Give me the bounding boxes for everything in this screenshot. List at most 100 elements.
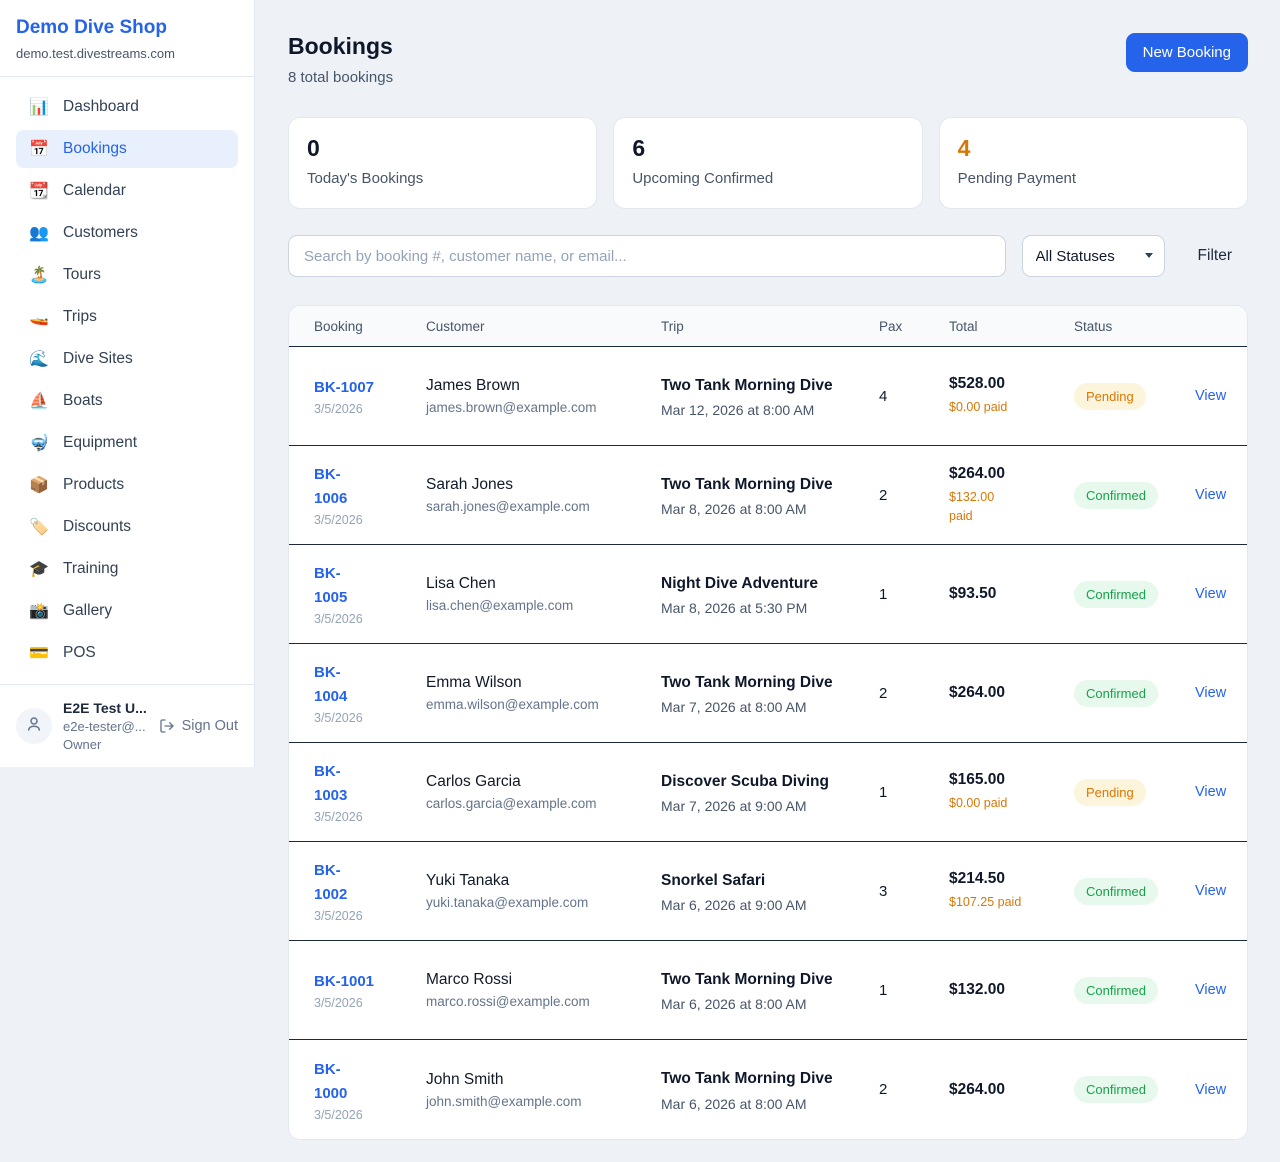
booking-id-link[interactable]: BK- 1005 xyxy=(314,565,348,606)
customer-name: Sarah Jones xyxy=(426,476,514,493)
products-icon: 📦 xyxy=(29,477,49,494)
sidebar-item-tours[interactable]: 🏝️ Tours xyxy=(29,266,101,284)
new-booking-button[interactable]: New Booking xyxy=(1125,33,1248,72)
stat-card-pending-payment: 4 Pending Payment xyxy=(938,117,1248,209)
table-row: BK- 1003 3/5/2026 Carlos Garcia carlos.g… xyxy=(289,743,1247,842)
total-amount: $264.00 xyxy=(949,1080,1006,1098)
avatar xyxy=(16,708,52,744)
bookings-table: Booking Customer Trip Pax Total Status B… xyxy=(288,305,1248,1140)
view-link[interactable]: View xyxy=(1195,883,1227,899)
paid-amount: $0.00 paid xyxy=(949,796,1008,811)
customer-name: Marco Rossi xyxy=(426,971,513,988)
sidebar-item-dive-sites[interactable]: 🌊 Dive Sites xyxy=(29,350,133,368)
equipment-icon: 🤿 xyxy=(29,435,49,452)
sidebar-item-equipment[interactable]: 🤿 Equipment xyxy=(29,434,138,452)
paid-amount: $107.25 paid xyxy=(949,895,1022,910)
table-row: BK- 1002 3/5/2026 Yuki Tanaka yuki.tanak… xyxy=(289,842,1247,941)
table-row: BK-1001 3/5/2026 Marco Rossi marco.rossi… xyxy=(289,941,1247,1040)
column-header-actions xyxy=(1195,306,1247,346)
view-link[interactable]: View xyxy=(1195,586,1227,602)
brand-header: Demo Dive Shop demo.test.divestreams.com xyxy=(0,0,254,77)
pax-count: 1 xyxy=(879,783,888,801)
view-link[interactable]: View xyxy=(1195,982,1227,998)
table-body: BK-1007 3/5/2026 James Brown james.brown… xyxy=(289,347,1247,1139)
sidebar-item-training[interactable]: 🎓 Training xyxy=(29,560,119,578)
table-row: BK-1007 3/5/2026 James Brown james.brown… xyxy=(289,347,1247,446)
sidebar-item-discounts[interactable]: 🏷️ Discounts xyxy=(29,518,132,536)
filter-button[interactable]: Filter xyxy=(1197,247,1232,264)
view-link[interactable]: View xyxy=(1195,388,1227,404)
user-name: E2E Test U... xyxy=(63,700,147,716)
sidebar-item-calendar[interactable]: 📆 Calendar xyxy=(29,182,126,200)
sidebar-item-trips[interactable]: 🚤 Trips xyxy=(29,308,97,326)
customers-icon: 👥 xyxy=(29,225,49,242)
trip-name: Discover Scuba Diving xyxy=(661,772,829,790)
column-header-total: Total xyxy=(949,319,978,334)
user-info: E2E Test U... e2e-tester@... Owner xyxy=(63,700,148,752)
sidebar-item-pos[interactable]: 💳 POS xyxy=(29,644,96,662)
booking-id-link[interactable]: BK- 1004 xyxy=(314,664,348,705)
sidebar-item-products[interactable]: 📦 Products xyxy=(29,476,125,494)
total-amount: $264.00 xyxy=(949,684,1006,701)
pax-count: 2 xyxy=(879,486,888,504)
booking-date: 3/5/2026 xyxy=(314,909,363,923)
customer-email: marco.rossi@example.com xyxy=(426,994,590,1009)
booking-date: 3/5/2026 xyxy=(314,711,363,725)
column-header-booking: Booking xyxy=(314,319,363,334)
view-link[interactable]: View xyxy=(1195,685,1227,701)
view-link[interactable]: View xyxy=(1195,784,1227,800)
stat-label: Today's Bookings xyxy=(307,170,424,187)
dive-sites-icon: 🌊 xyxy=(29,351,49,368)
booking-id-link[interactable]: BK- 1002 xyxy=(314,862,348,903)
customer-name: John Smith xyxy=(426,1070,504,1088)
booking-id-link[interactable]: BK- 1006 xyxy=(314,466,348,507)
sidebar-item-boats[interactable]: ⛵ Boats xyxy=(29,392,103,410)
trip-name: Two Tank Morning Dive xyxy=(661,1070,833,1088)
customer-name: Lisa Chen xyxy=(426,575,496,592)
stat-label: Pending Payment xyxy=(957,170,1077,187)
status-badge: Confirmed xyxy=(1074,877,1158,905)
stat-value: 4 xyxy=(957,135,971,161)
status-filter-wrap: All Statuses xyxy=(1021,235,1165,277)
filter-row: All Statuses Filter xyxy=(288,235,1248,277)
status-badge: Confirmed xyxy=(1074,580,1158,608)
status-badge: Pending xyxy=(1074,778,1146,806)
booking-date: 3/5/2026 xyxy=(314,402,363,416)
sidebar-item-gallery[interactable]: 📸 Gallery xyxy=(29,602,113,620)
booking-date: 3/5/2026 xyxy=(314,996,363,1010)
booking-id-link[interactable]: BK- 1000 xyxy=(314,1060,348,1102)
pax-count: 2 xyxy=(879,684,888,702)
status-badge: Confirmed xyxy=(1074,679,1158,707)
booking-date: 3/5/2026 xyxy=(314,1107,363,1122)
booking-id-link[interactable]: BK- 1003 xyxy=(314,763,348,804)
stat-label: Upcoming Confirmed xyxy=(632,170,774,187)
column-header-status: Status xyxy=(1074,319,1113,334)
trip-datetime: Mar 7, 2026 at 8:00 AM xyxy=(661,699,807,715)
search-input[interactable] xyxy=(288,235,1006,277)
sidebar-item-customers[interactable]: 👥 Customers xyxy=(29,224,138,242)
sidebar-item-dashboard[interactable]: 📊 Dashboard xyxy=(29,98,139,116)
sidebar-item-bookings[interactable]: 📅 Bookings xyxy=(16,130,238,168)
boats-icon: ⛵ xyxy=(29,393,49,410)
booking-id-link[interactable]: BK-1007 xyxy=(314,379,375,396)
table-row: BK- 1004 3/5/2026 Emma Wilson emma.wilso… xyxy=(289,644,1247,743)
sign-out-button[interactable]: Sign Out xyxy=(159,718,238,734)
status-filter-select[interactable]: All Statuses xyxy=(1021,235,1165,277)
customer-email: sarah.jones@example.com xyxy=(426,499,590,514)
trip-name: Two Tank Morning Dive xyxy=(661,673,833,691)
trip-name: Two Tank Morning Dive xyxy=(661,970,833,988)
dashboard-icon: 📊 xyxy=(29,99,49,116)
booking-date: 3/5/2026 xyxy=(314,513,363,527)
customer-name: Carlos Garcia xyxy=(426,773,521,790)
column-header-customer: Customer xyxy=(426,319,485,334)
booking-id-link[interactable]: BK-1001 xyxy=(314,973,375,990)
status-badge: Confirmed xyxy=(1074,1076,1158,1103)
booking-date: 3/5/2026 xyxy=(314,612,363,626)
trip-datetime: Mar 6, 2026 at 8:00 AM xyxy=(661,996,807,1012)
view-link[interactable]: View xyxy=(1195,1081,1227,1098)
view-link[interactable]: View xyxy=(1195,487,1227,503)
booking-date: 3/5/2026 xyxy=(314,810,363,824)
trip-datetime: Mar 8, 2026 at 8:00 AM xyxy=(661,501,807,517)
customer-email: carlos.garcia@example.com xyxy=(426,796,597,811)
sidebar-nav: 📊 Dashboard 📅 Bookings 📆 Calendar 👥 Cust… xyxy=(0,77,254,684)
